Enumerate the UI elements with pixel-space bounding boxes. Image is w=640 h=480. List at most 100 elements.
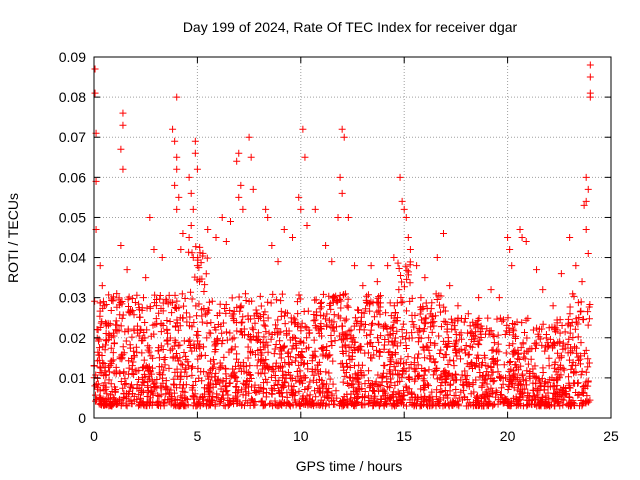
data-point <box>100 302 108 310</box>
cloud-point <box>538 341 546 349</box>
cloud-point <box>380 387 388 395</box>
cloud-point <box>214 375 222 383</box>
cloud-point <box>105 376 113 384</box>
cloud-point <box>260 321 268 329</box>
cloud-point <box>411 377 419 385</box>
data-point <box>400 205 408 213</box>
cloud-point <box>259 379 267 387</box>
cloud-point <box>136 327 144 335</box>
cloud-point <box>328 341 336 349</box>
data-point <box>566 234 574 241</box>
cloud-point <box>327 338 335 346</box>
cloud-point <box>521 355 529 363</box>
cloud-point <box>492 393 500 401</box>
cloud-point <box>183 396 191 404</box>
data-point <box>390 254 398 262</box>
cloud-point <box>485 330 493 338</box>
cloud-point <box>243 377 251 385</box>
cloud-point <box>267 373 275 381</box>
cloud-point <box>187 288 195 296</box>
cloud-point <box>226 379 234 387</box>
cloud-point <box>511 346 519 354</box>
cloud-point <box>338 329 346 337</box>
cloud-point <box>181 294 189 302</box>
cloud-point <box>426 339 434 347</box>
cloud-point <box>276 364 284 372</box>
cloud-point <box>440 353 448 361</box>
cloud-point <box>468 364 476 372</box>
cloud-point <box>300 374 308 382</box>
cloud-point <box>565 319 573 327</box>
data-point <box>398 197 406 205</box>
cloud-point <box>203 334 211 342</box>
cloud-point <box>565 373 573 381</box>
cloud-point <box>138 337 146 345</box>
cloud-point <box>447 315 455 323</box>
cloud-point <box>102 336 110 344</box>
cloud-point <box>366 382 374 390</box>
cloud-point <box>115 294 123 302</box>
cloud-point <box>212 369 220 377</box>
cloud-point <box>345 352 353 360</box>
cloud-point <box>318 345 326 353</box>
data-point <box>245 133 253 141</box>
cloud-point <box>246 315 254 323</box>
cloud-point <box>94 385 102 393</box>
cloud-point <box>513 395 521 403</box>
data-point <box>173 165 181 173</box>
cloud-point <box>440 337 448 345</box>
cloud-point <box>242 296 250 304</box>
data-point <box>580 201 588 209</box>
cloud-point <box>346 364 354 372</box>
cloud-point <box>558 322 566 330</box>
cloud-point <box>488 355 496 363</box>
cloud-point <box>189 386 197 394</box>
cloud-point <box>188 323 196 331</box>
cloud-point <box>428 388 436 396</box>
cloud-point <box>179 361 187 369</box>
data-point <box>249 185 257 193</box>
cloud-point <box>257 398 265 406</box>
cloud-point <box>532 344 540 352</box>
cloud-point <box>433 375 441 383</box>
cloud-point <box>277 307 285 315</box>
cloud-point <box>100 386 108 394</box>
cloud-point <box>111 383 119 391</box>
cloud-point <box>341 372 349 380</box>
cloud-point <box>348 355 356 363</box>
cloud-point <box>501 330 509 338</box>
cloud-point <box>101 379 109 387</box>
cloud-point <box>170 389 178 397</box>
cloud-point <box>510 327 518 335</box>
cloud-point <box>378 373 386 381</box>
cloud-point <box>99 359 107 367</box>
cloud-point <box>427 323 435 331</box>
cloud-point <box>404 271 412 279</box>
cloud-point <box>410 321 418 329</box>
cloud-point <box>435 332 443 340</box>
data-point <box>94 326 102 334</box>
cloud-point <box>143 393 151 401</box>
cloud-point <box>253 336 261 344</box>
y-tick-label: 0.03 <box>59 290 86 306</box>
cloud-point <box>182 381 190 389</box>
cloud-point <box>293 368 301 376</box>
cloud-point <box>120 368 128 376</box>
cloud-point <box>414 361 422 369</box>
cloud-point <box>420 371 428 379</box>
axis-ticks <box>93 56 612 419</box>
data-point <box>187 189 195 197</box>
cloud-point <box>251 319 259 327</box>
cloud-point <box>393 327 401 335</box>
cloud-point <box>244 354 252 362</box>
cloud-point <box>475 341 483 349</box>
cloud-point <box>429 399 437 407</box>
data-point <box>171 137 179 145</box>
cloud-point <box>160 402 168 410</box>
cloud-point <box>202 310 210 318</box>
cloud-point <box>538 325 546 333</box>
cloud-point <box>344 400 352 408</box>
data-point <box>239 205 247 213</box>
cloud-point <box>544 339 552 347</box>
cloud-point <box>349 380 357 388</box>
